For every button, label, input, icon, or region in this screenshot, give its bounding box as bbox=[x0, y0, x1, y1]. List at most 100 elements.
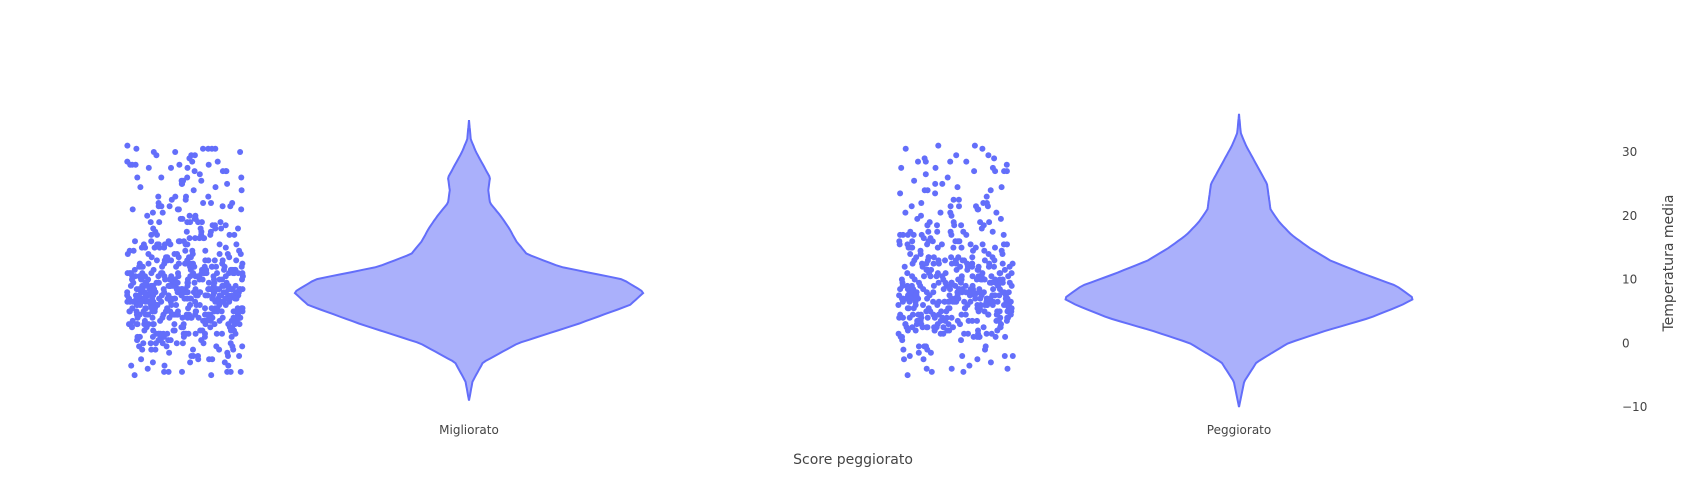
data-point bbox=[129, 206, 136, 213]
data-point bbox=[948, 231, 955, 238]
data-point bbox=[896, 292, 903, 299]
data-point bbox=[239, 343, 246, 350]
data-point bbox=[921, 187, 928, 194]
data-point bbox=[231, 327, 237, 334]
data-point bbox=[237, 149, 244, 155]
data-point bbox=[237, 368, 244, 375]
data-point bbox=[1001, 168, 1008, 175]
data-point bbox=[922, 158, 929, 165]
data-point bbox=[974, 317, 980, 324]
data-point bbox=[174, 279, 181, 286]
data-point bbox=[983, 193, 990, 200]
data-point bbox=[230, 270, 237, 277]
data-point bbox=[981, 276, 988, 283]
data-point bbox=[991, 263, 997, 270]
data-point bbox=[124, 251, 131, 257]
data-point bbox=[166, 282, 173, 289]
data-point bbox=[957, 321, 963, 328]
data-point bbox=[165, 368, 172, 375]
data-point bbox=[907, 228, 914, 235]
data-point bbox=[173, 302, 180, 308]
data-point bbox=[186, 235, 193, 242]
data-point bbox=[145, 260, 152, 267]
data-point bbox=[185, 305, 192, 312]
data-point bbox=[175, 270, 181, 277]
data-point bbox=[134, 174, 141, 181]
data-point bbox=[1005, 289, 1012, 296]
data-point bbox=[959, 353, 966, 359]
data-point bbox=[961, 298, 968, 305]
data-point bbox=[902, 145, 909, 152]
data-point bbox=[219, 257, 226, 264]
data-point bbox=[954, 292, 961, 299]
data-point bbox=[172, 149, 179, 155]
data-point bbox=[192, 330, 199, 337]
data-point bbox=[202, 321, 209, 328]
data-point bbox=[172, 193, 179, 200]
data-point bbox=[219, 168, 226, 175]
data-point bbox=[952, 238, 959, 245]
data-point bbox=[999, 289, 1006, 296]
data-point bbox=[144, 311, 151, 318]
data-point bbox=[947, 286, 953, 293]
data-point bbox=[229, 200, 236, 206]
data-point bbox=[980, 324, 987, 331]
plot-area bbox=[124, 113, 1414, 408]
data-point bbox=[940, 324, 947, 331]
data-point bbox=[198, 270, 205, 277]
data-point bbox=[948, 279, 955, 286]
data-point bbox=[191, 279, 198, 286]
data-point bbox=[907, 251, 914, 257]
data-point bbox=[156, 219, 163, 226]
data-point bbox=[171, 321, 178, 328]
data-point bbox=[908, 203, 915, 210]
data-point bbox=[179, 314, 186, 321]
data-point bbox=[981, 257, 988, 264]
data-point bbox=[166, 276, 173, 283]
data-point bbox=[923, 289, 930, 296]
data-point bbox=[200, 235, 207, 242]
points-migliorato bbox=[124, 142, 246, 379]
data-point bbox=[218, 225, 225, 232]
data-point bbox=[945, 305, 952, 312]
data-point bbox=[126, 321, 132, 328]
data-point bbox=[950, 196, 957, 203]
data-point bbox=[938, 308, 945, 315]
data-point bbox=[226, 324, 233, 331]
data-point bbox=[962, 311, 969, 318]
data-point bbox=[1009, 260, 1016, 267]
data-point bbox=[927, 235, 934, 242]
data-point bbox=[947, 209, 954, 216]
data-point bbox=[132, 273, 139, 280]
data-point bbox=[183, 228, 190, 235]
data-point bbox=[211, 279, 218, 286]
data-point bbox=[175, 254, 182, 261]
data-point bbox=[969, 263, 976, 270]
data-point bbox=[1005, 273, 1012, 280]
data-point bbox=[897, 231, 904, 238]
data-point bbox=[942, 279, 949, 286]
data-point bbox=[209, 295, 216, 302]
data-point bbox=[934, 228, 941, 235]
data-point bbox=[930, 260, 937, 267]
data-point bbox=[208, 200, 214, 206]
data-point bbox=[166, 349, 173, 356]
data-point bbox=[208, 145, 215, 152]
data-point bbox=[171, 295, 178, 302]
data-point bbox=[204, 292, 211, 299]
data-point bbox=[908, 244, 915, 251]
data-point bbox=[163, 343, 170, 350]
data-point bbox=[148, 238, 155, 245]
data-point bbox=[166, 314, 173, 321]
data-point bbox=[224, 349, 231, 356]
data-point bbox=[165, 238, 172, 245]
data-point bbox=[197, 289, 204, 296]
data-point bbox=[180, 330, 187, 337]
data-point bbox=[904, 372, 911, 379]
data-point bbox=[997, 324, 1004, 331]
data-point bbox=[197, 327, 204, 334]
data-point bbox=[148, 298, 154, 305]
data-point bbox=[985, 152, 992, 159]
data-point bbox=[202, 247, 209, 254]
